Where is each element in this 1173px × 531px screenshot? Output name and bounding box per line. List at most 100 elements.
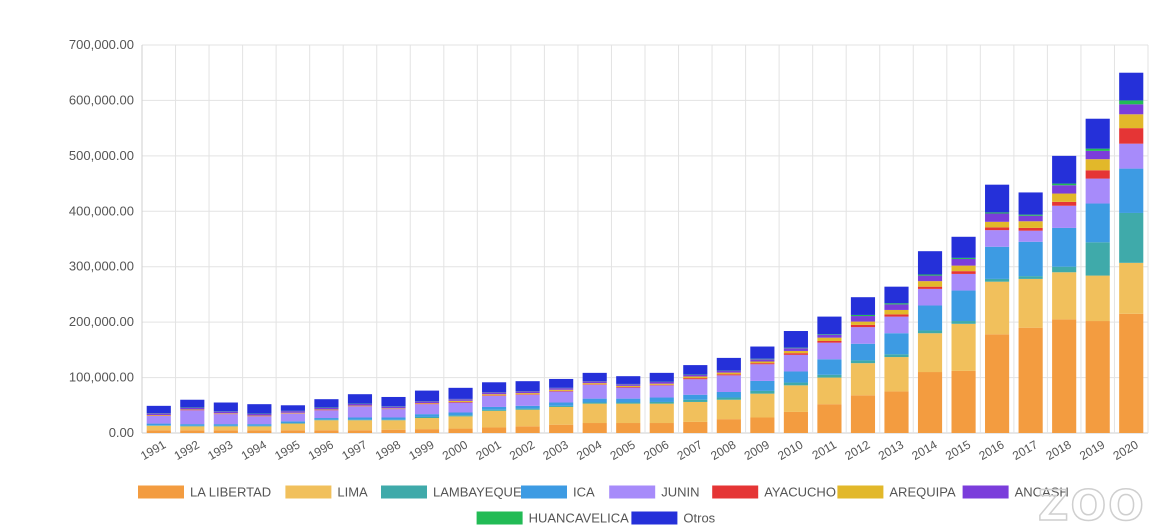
bar-segment — [180, 410, 205, 425]
bar-segment — [180, 407, 205, 410]
x-tick-label: 1995 — [272, 437, 302, 463]
x-tick-label: 2004 — [574, 437, 604, 463]
bar-segment — [549, 406, 574, 425]
bar-segment — [716, 357, 741, 371]
x-axis-ticks: 1991 1992 1993 1994 1995 1996 1997 1998 1999 2000… — [138, 437, 1141, 463]
bar-segment — [1085, 203, 1110, 243]
bar-segment — [549, 388, 574, 390]
legend-label: ICA — [573, 485, 595, 500]
bar-segment — [716, 391, 741, 398]
bar-segment — [649, 384, 674, 386]
bar-segment — [884, 309, 909, 315]
bar-segment — [582, 402, 607, 404]
bar-segment — [482, 427, 507, 433]
bar-segment — [817, 334, 842, 338]
bar-segment — [716, 397, 741, 400]
bar-segment — [381, 406, 406, 409]
bar-segment — [247, 426, 272, 431]
bar-segment — [649, 423, 674, 433]
bar-segment — [1085, 148, 1110, 151]
bar-segment — [1119, 313, 1144, 433]
bar-segment — [951, 258, 976, 266]
x-tick-label: 1991 — [138, 437, 168, 463]
bar-segment — [515, 405, 540, 409]
bar-segment — [1085, 170, 1110, 179]
bar-segment — [1018, 278, 1043, 328]
x-tick-label: 1993 — [205, 437, 235, 463]
x-tick-label: 2009 — [742, 437, 772, 463]
bar-segment — [247, 415, 272, 417]
bar-segment — [1018, 221, 1043, 228]
bar-segment — [783, 347, 808, 349]
bar-segment — [1052, 319, 1077, 433]
bar-segment — [448, 387, 473, 399]
bar-segment — [884, 354, 909, 358]
bar-segment — [448, 428, 473, 433]
bar-segment — [750, 417, 775, 433]
bar-segment — [280, 405, 305, 411]
bar-segment — [414, 404, 440, 415]
x-tick-label: 2011 — [810, 437, 840, 462]
x-tick-label: 2000 — [440, 437, 470, 463]
x-tick-label: 2010 — [775, 437, 805, 463]
bar-segment — [783, 382, 808, 386]
legend-swatch — [138, 485, 184, 499]
bar-segment — [783, 350, 808, 354]
bar-segment — [582, 384, 607, 385]
y-tick-label: 700,000.00 — [69, 37, 134, 52]
bar-segment — [616, 387, 641, 399]
bar-segment — [884, 391, 909, 433]
bar-segment — [817, 340, 842, 343]
bar-segment — [1018, 215, 1043, 222]
bar-segment — [884, 303, 909, 305]
legend-label: JUNIN — [661, 485, 699, 500]
legend-label: LAMBAYEQUE — [433, 485, 522, 500]
bar-segment — [616, 423, 641, 433]
bar-segment — [985, 213, 1010, 222]
bar-segment — [683, 421, 708, 433]
bar-segment — [616, 385, 641, 387]
legend-label: Otros — [683, 511, 715, 526]
bar-segment — [1052, 266, 1077, 273]
bar-segment — [146, 425, 171, 431]
bar-segment — [683, 378, 708, 380]
bar-segment — [347, 394, 373, 404]
bar-segment — [985, 281, 1010, 335]
bar-segment — [482, 394, 507, 396]
bar-segment — [884, 304, 909, 310]
bar-segment — [314, 410, 339, 419]
x-tick-label: 2002 — [507, 437, 537, 463]
bar-segment — [917, 330, 943, 334]
bar-segment — [515, 394, 540, 406]
legend-swatch — [712, 485, 759, 499]
legend-swatch — [381, 485, 427, 499]
x-tick-label: 2017 — [1010, 437, 1040, 463]
bar-segment — [347, 417, 373, 420]
bar-segment — [180, 409, 205, 410]
bar-segment — [1085, 159, 1110, 171]
bar-segment — [515, 394, 540, 395]
bar-segment — [314, 418, 339, 420]
y-tick-label: 400,000.00 — [69, 203, 134, 218]
bar-segment — [917, 372, 943, 433]
x-tick-label: 2015 — [943, 437, 973, 463]
legend-label: AREQUIPA — [889, 485, 956, 500]
bar-segment — [1085, 275, 1110, 322]
x-tick-label: 2020 — [1111, 437, 1141, 463]
legend-swatch — [631, 511, 678, 525]
bar-segment — [381, 409, 406, 418]
bar-segment — [180, 426, 205, 431]
legend-label: HUANCAVELICA — [529, 511, 630, 526]
x-tick-label: 2001 — [473, 437, 503, 463]
bar-segment — [381, 419, 406, 421]
bar-segment — [1119, 100, 1144, 105]
bar-segment — [280, 423, 305, 424]
bar-segment — [850, 316, 876, 322]
bar-segment — [414, 390, 440, 402]
bar-segment — [850, 327, 876, 344]
bar-segment — [515, 393, 540, 395]
bar-segment — [582, 383, 607, 385]
bar-segment — [549, 405, 574, 407]
